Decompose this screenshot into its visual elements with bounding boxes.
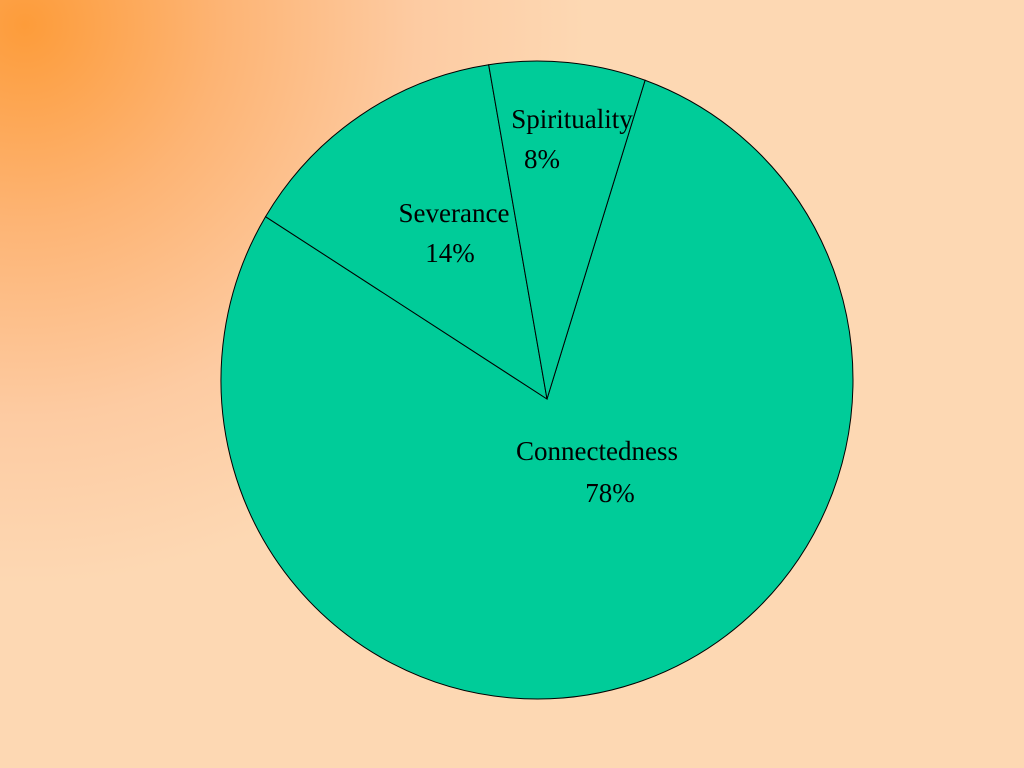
pie-slice-spirituality xyxy=(488,60,646,400)
slice-label-value-spirituality: 8% xyxy=(524,144,560,174)
pie-slices xyxy=(220,60,854,700)
slice-label-value-severance: 14% xyxy=(425,238,475,268)
pie-labels: Spirituality 8% Severance 14% Connectedn… xyxy=(399,104,678,508)
pie-slice-connectedness xyxy=(220,79,854,700)
pie-slice-severance xyxy=(264,64,548,401)
slice-label-name-severance: Severance xyxy=(399,198,510,228)
slice-label-name-connectedness: Connectedness xyxy=(516,436,678,466)
slice-label-name-spirituality: Spirituality xyxy=(511,104,633,134)
slice-label-value-connectedness: 78% xyxy=(585,478,635,508)
